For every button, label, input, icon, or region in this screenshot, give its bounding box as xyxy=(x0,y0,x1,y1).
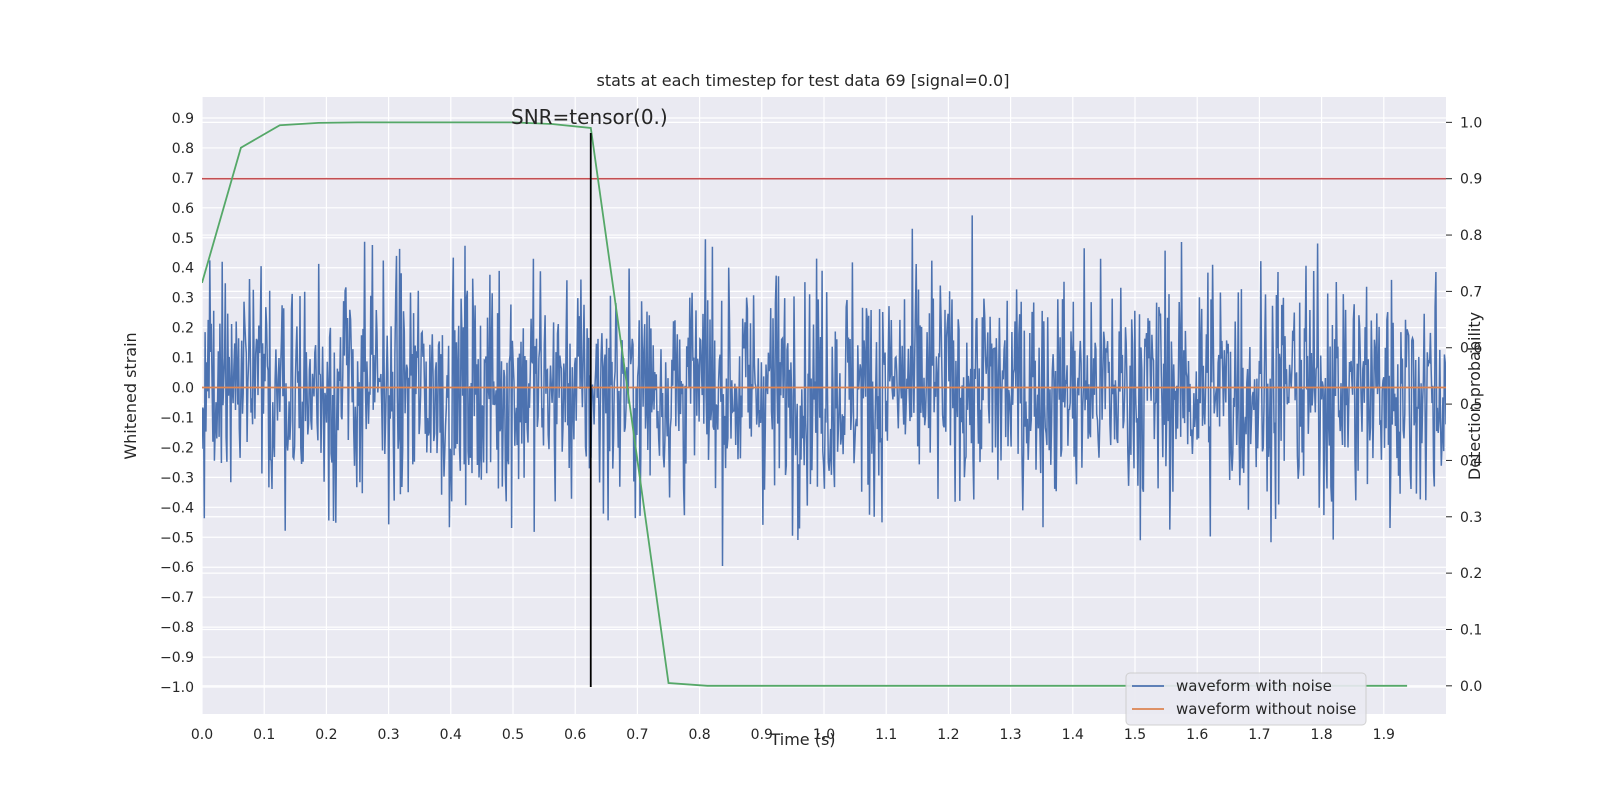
y-tick-label: 0.3 xyxy=(172,291,194,307)
x-tick-label: 1.3 xyxy=(999,727,1021,743)
y-tick-label: −0.4 xyxy=(160,500,194,516)
y2-tick-label: 0.2 xyxy=(1460,566,1482,582)
y-axis-right: 1.0 0.9 0.8 0.7 0.6 0.5 0.4 0.3 0.2 0.1 0.0 xyxy=(1446,115,1482,695)
legend-label-noise: waveform with noise xyxy=(1176,677,1332,695)
x-tick-label: 0.0 xyxy=(191,727,213,743)
x-tick-label: 0.1 xyxy=(253,727,275,743)
y-tick-label: 0.2 xyxy=(172,321,194,337)
x-tick-label: 1.4 xyxy=(1062,727,1084,743)
x-tick-label: 0.9 xyxy=(751,727,773,743)
y-axis-left: 0.9 0.8 0.7 0.6 0.5 0.4 0.3 0.2 0.1 0.0 −0.1 −0.2 −0… xyxy=(160,111,194,696)
y-tick-label: 0.5 xyxy=(172,231,194,247)
x-tick-label: 1.8 xyxy=(1310,727,1332,743)
y2-axis-label: Detection probability xyxy=(1465,312,1484,480)
y2-tick-label: 0.9 xyxy=(1460,172,1482,188)
y2-tick-label: 0.5 xyxy=(1460,397,1482,413)
x-tick-label: 0.6 xyxy=(564,727,586,743)
x-tick-label: 1.5 xyxy=(1124,727,1146,743)
y-tick-label: −1.0 xyxy=(160,680,194,696)
x-axis-label: Time (s) xyxy=(769,730,835,749)
y2-tick-label: 0.6 xyxy=(1460,341,1482,357)
y-tick-label: −0.5 xyxy=(160,530,194,546)
x-tick-label: 1.6 xyxy=(1186,727,1208,743)
x-tick-label: 0.8 xyxy=(688,727,710,743)
y-tick-label: −0.8 xyxy=(160,620,194,636)
y2-tick-label: 0.0 xyxy=(1460,679,1482,695)
y2-tick-label: 0.4 xyxy=(1460,453,1482,469)
y-tick-label: 0.8 xyxy=(172,141,194,157)
y2-tick-label: 0.7 xyxy=(1460,284,1482,300)
y-tick-label: −0.1 xyxy=(160,410,194,426)
y-tick-label: 0.1 xyxy=(172,351,194,367)
x-tick-label: 1.7 xyxy=(1248,727,1270,743)
legend: waveform with noise waveform without noi… xyxy=(1125,672,1367,726)
chart-title: stats at each timestep for test data 69 … xyxy=(597,71,1010,90)
y-axis-label: Whitened strain xyxy=(121,332,140,459)
y2-tick-label: 0.8 xyxy=(1460,228,1482,244)
y-tick-label: −0.6 xyxy=(160,560,194,576)
y-tick-label: 0.0 xyxy=(172,381,194,397)
x-tick-label: 1.1 xyxy=(875,727,897,743)
x-axis: 0.0 0.1 0.2 0.3 0.4 0.5 0.6 0.7 0.8 0.9 1.0 1.1 1.2 1… xyxy=(191,727,1395,743)
x-tick-label: 0.5 xyxy=(502,727,524,743)
x-tick-label: 1.2 xyxy=(937,727,959,743)
y-tick-label: 0.6 xyxy=(172,201,194,217)
y-tick-label: 0.7 xyxy=(172,171,194,187)
y-tick-label: −0.2 xyxy=(160,440,194,456)
y2-tick-label: 1.0 xyxy=(1460,115,1482,131)
y-tick-label: 0.9 xyxy=(172,111,194,127)
x-tick-label: 0.7 xyxy=(626,727,648,743)
legend-label-clean: waveform without noise xyxy=(1176,700,1356,718)
y-tick-label: −0.9 xyxy=(160,650,194,666)
snr-annotation: SNR=tensor(0.) xyxy=(511,105,668,129)
x-tick-label: 1.9 xyxy=(1373,727,1395,743)
y-tick-label: 0.4 xyxy=(172,261,194,277)
x-tick-label: 0.3 xyxy=(377,727,399,743)
x-tick-label: 0.2 xyxy=(315,727,337,743)
plot-area xyxy=(202,121,1446,688)
y-tick-label: −0.7 xyxy=(160,590,194,606)
y2-tick-label: 0.3 xyxy=(1460,510,1482,526)
y2-tick-label: 0.1 xyxy=(1460,622,1482,638)
y-tick-label: −0.3 xyxy=(160,470,194,486)
x-tick-label: 1.0 xyxy=(813,727,835,743)
legend-box xyxy=(1125,672,1367,726)
series-waveform-with-noise xyxy=(202,215,1446,567)
x-tick-label: 0.4 xyxy=(440,727,462,743)
